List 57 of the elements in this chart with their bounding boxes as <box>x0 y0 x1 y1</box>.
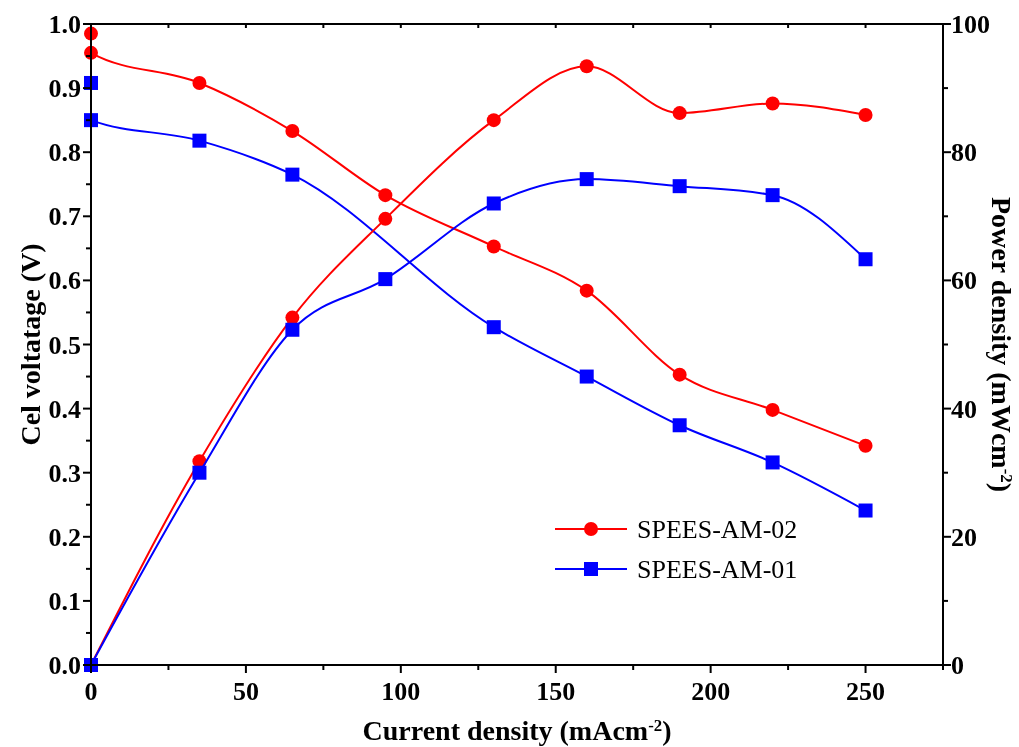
point <box>579 172 594 187</box>
point <box>858 438 873 453</box>
legend-label: SPEES-AM-01 <box>637 555 798 584</box>
point <box>672 106 687 121</box>
y-tick-label: 0.6 <box>48 266 81 296</box>
y-tick-label: 0.8 <box>48 138 81 168</box>
point <box>579 369 594 384</box>
point <box>486 196 501 211</box>
point <box>192 75 207 90</box>
point <box>765 402 780 417</box>
point <box>765 96 780 111</box>
point <box>378 211 393 226</box>
point <box>192 133 207 148</box>
point <box>765 455 780 470</box>
x-tick-label: 0 <box>84 677 98 706</box>
y-tick-label: 0.1 <box>48 586 81 616</box>
y-tick-label: 0.9 <box>48 74 81 104</box>
legend-label: SPEES-AM-02 <box>637 515 798 544</box>
point <box>765 188 780 203</box>
y-tick-label: 1.0 <box>48 10 81 39</box>
y-tick-label: 0.2 <box>48 522 81 552</box>
point <box>672 367 687 382</box>
x-tick-label: 200 <box>691 677 731 706</box>
y-axis-title: Cel voltatage (V) <box>15 243 46 446</box>
point <box>192 465 207 480</box>
point <box>672 418 687 433</box>
x-tick-label: 250 <box>846 677 886 706</box>
y-tick-label: 0.3 <box>48 458 81 488</box>
point <box>486 320 501 335</box>
point <box>486 239 501 254</box>
y-tick-label: 0.5 <box>48 330 81 360</box>
point <box>858 108 873 123</box>
y2-tick-label: 40 <box>951 394 977 424</box>
point <box>672 179 687 194</box>
y-tick-label: 0.0 <box>48 651 81 680</box>
point <box>486 113 501 128</box>
y2-tick-label: 80 <box>951 138 977 168</box>
point <box>378 188 393 203</box>
point <box>378 272 393 287</box>
point <box>579 283 594 298</box>
y-tick-label: 0.4 <box>48 394 81 424</box>
point <box>579 59 594 74</box>
point <box>285 322 300 337</box>
y2-tick-label: 0 <box>951 651 964 680</box>
y2-tick-label: 100 <box>951 10 990 39</box>
point <box>858 252 873 267</box>
point <box>285 124 300 139</box>
x-axis-title: Current density (mAcm$^{-2}$) <box>362 715 672 746</box>
y2-tick-label: 20 <box>951 522 977 552</box>
y2-tick-label: 60 <box>951 266 977 296</box>
point <box>285 167 300 182</box>
point <box>858 503 873 518</box>
point <box>285 310 300 325</box>
x-tick-label: 100 <box>381 677 421 706</box>
y-tick-label: 0.7 <box>48 202 81 232</box>
x-tick-label: 150 <box>536 677 576 706</box>
x-tick-label: 50 <box>232 677 259 706</box>
